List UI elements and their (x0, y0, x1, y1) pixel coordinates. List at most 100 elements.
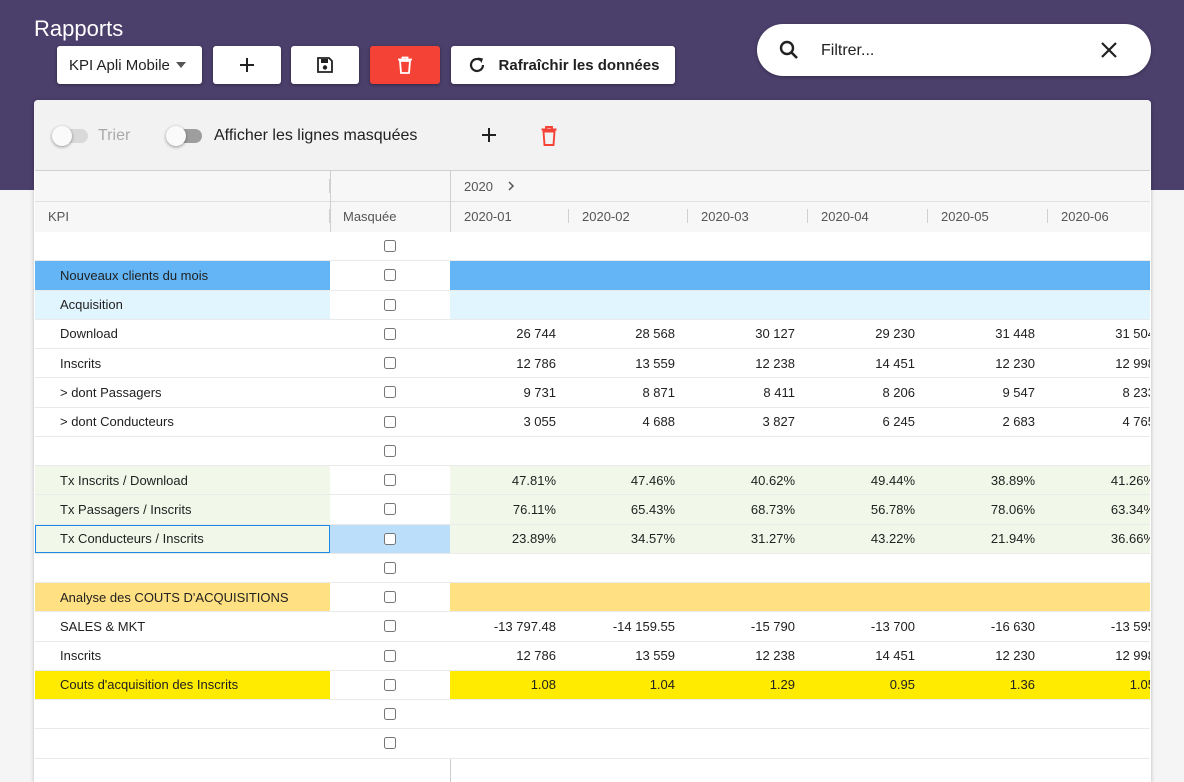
table-row[interactable] (35, 553, 1150, 583)
table-row[interactable]: Nouveaux clients du mois (35, 261, 1150, 291)
value-cell[interactable]: 36.66% (1110, 531, 1150, 547)
masked-checkbox[interactable] (384, 444, 396, 457)
value-cell[interactable]: 0.95 (889, 677, 915, 693)
filter-input[interactable] (819, 38, 1093, 64)
value-cell[interactable]: 9 731 (523, 384, 556, 400)
add-report-button[interactable] (213, 46, 281, 84)
value-cell[interactable]: 14 451 (875, 355, 915, 371)
value-cell[interactable]: 65.43% (630, 501, 675, 517)
kpi-cell[interactable]: > dont Passagers (35, 378, 330, 407)
value-cell[interactable]: 3 055 (523, 414, 556, 430)
table-row[interactable]: Acquisition (35, 290, 1150, 320)
value-cell[interactable] (450, 700, 556, 728)
table-row[interactable] (35, 232, 1150, 262)
table-row[interactable]: Inscrits 12 786 13 559 12 238 14 451 12 230 12… (35, 641, 1150, 671)
masked-checkbox[interactable] (384, 415, 396, 428)
masked-checkbox[interactable] (384, 737, 396, 750)
value-cell[interactable]: 12 786 (516, 648, 556, 664)
masked-checkbox[interactable] (384, 620, 396, 633)
masked-checkbox[interactable] (384, 386, 396, 399)
kpi-cell[interactable]: Inscrits (35, 349, 330, 378)
value-cell[interactable]: 12 998 (1115, 648, 1150, 664)
value-cell[interactable]: 68.73% (750, 501, 795, 517)
value-cell[interactable] (805, 232, 915, 260)
table-row[interactable]: Inscrits 12 786 13 559 12 238 14 451 12 230 12… (35, 349, 1150, 379)
value-cell[interactable]: 1.04 (649, 677, 675, 693)
value-cell[interactable]: 31 504 (1115, 326, 1150, 342)
value-cell[interactable]: 78.06% (990, 501, 1035, 517)
value-cell[interactable]: 12 238 (755, 648, 795, 664)
value-cell[interactable]: -13 797.48 (493, 618, 556, 634)
value-cell[interactable] (565, 291, 675, 319)
delete-report-button[interactable] (370, 46, 440, 84)
value-cell[interactable] (685, 729, 795, 757)
value-cell[interactable] (685, 700, 795, 728)
value-cell[interactable]: 34.57% (630, 531, 675, 547)
value-cell[interactable]: 1.36 (1009, 677, 1035, 693)
table-row[interactable] (35, 729, 1150, 759)
table-row[interactable]: Analyse des COUTS D'ACQUISITIONS (35, 583, 1150, 613)
value-cell[interactable] (565, 583, 675, 611)
value-cell[interactable] (925, 583, 1035, 611)
table-row[interactable] (35, 700, 1150, 730)
value-cell[interactable] (925, 729, 1035, 757)
value-cell[interactable] (565, 261, 675, 289)
value-cell[interactable]: 1.05 (1129, 677, 1150, 693)
value-cell[interactable]: 1.08 (530, 677, 556, 693)
value-cell[interactable]: 8 411 (763, 384, 795, 400)
table-row[interactable]: SALES & MKT -13 797.48 -14 159.55 -15 790 -1… (35, 612, 1150, 642)
value-cell[interactable]: 4 688 (642, 414, 675, 430)
value-cell[interactable] (805, 554, 915, 582)
delete-row-icon[interactable] (540, 125, 558, 147)
value-cell[interactable]: 9 547 (1002, 384, 1035, 400)
table-row[interactable]: Tx Inscrits / Download 47.81% 47.46% 40.62%… (35, 466, 1150, 496)
masked-checkbox[interactable] (384, 240, 396, 253)
value-cell[interactable] (450, 261, 556, 289)
value-cell[interactable]: 63.34% (1110, 501, 1150, 517)
value-cell[interactable] (805, 583, 915, 611)
value-cell[interactable]: 13 559 (635, 355, 675, 371)
masked-checkbox[interactable] (384, 357, 396, 370)
value-cell[interactable] (1045, 700, 1150, 728)
kpi-cell[interactable]: Inscrits (35, 641, 330, 670)
value-cell[interactable] (450, 291, 556, 319)
value-cell[interactable]: 29 230 (875, 326, 915, 342)
value-cell[interactable] (925, 232, 1035, 260)
value-cell[interactable] (805, 729, 915, 757)
value-cell[interactable] (685, 554, 795, 582)
value-cell[interactable]: 28 568 (635, 326, 675, 342)
value-cell[interactable]: 13 559 (635, 648, 675, 664)
kpi-cell[interactable] (35, 700, 330, 729)
value-cell[interactable] (925, 554, 1035, 582)
kpi-cell[interactable] (35, 553, 330, 582)
value-cell[interactable]: 14 451 (875, 648, 915, 664)
masked-column-header[interactable]: Masquée (343, 209, 397, 224)
save-report-button[interactable] (291, 46, 359, 84)
kpi-cell[interactable]: Acquisition (35, 290, 330, 319)
masked-checkbox[interactable] (384, 298, 396, 311)
value-cell[interactable]: -13 700 (870, 618, 915, 634)
value-cell[interactable] (450, 437, 556, 465)
kpi-cell[interactable] (35, 729, 330, 758)
table-row[interactable]: Download 26 744 28 568 30 127 29 230 31 448 31… (35, 319, 1150, 349)
value-cell[interactable] (1045, 729, 1150, 757)
value-cell[interactable] (1045, 291, 1150, 319)
value-cell[interactable]: 8 206 (882, 384, 915, 400)
show-hidden-rows-toggle[interactable] (166, 126, 202, 146)
masked-checkbox[interactable] (384, 591, 396, 604)
masked-checkbox[interactable] (384, 708, 396, 721)
value-cell[interactable]: 23.89% (511, 531, 556, 547)
kpi-cell[interactable]: SALES & MKT (35, 612, 330, 641)
masked-checkbox[interactable] (384, 503, 396, 516)
value-cell[interactable]: 47.46% (630, 472, 675, 488)
masked-checkbox[interactable] (384, 649, 396, 662)
table-row[interactable]: Tx Conducteurs / Inscrits 23.89% 34.57% 31.… (35, 524, 1150, 554)
value-cell[interactable]: 76.11% (512, 501, 556, 517)
value-cell[interactable] (925, 261, 1035, 289)
value-cell[interactable]: 12 786 (516, 355, 556, 371)
month-column-header[interactable]: 2020-01 (464, 209, 512, 224)
masked-checkbox[interactable] (384, 561, 396, 574)
kpi-cell[interactable]: Tx Inscrits / Download (35, 466, 330, 495)
kpi-cell[interactable]: Nouveaux clients du mois (35, 261, 330, 290)
table-row[interactable]: > dont Conducteurs 3 055 4 688 3 827 6 245 2 … (35, 407, 1150, 437)
